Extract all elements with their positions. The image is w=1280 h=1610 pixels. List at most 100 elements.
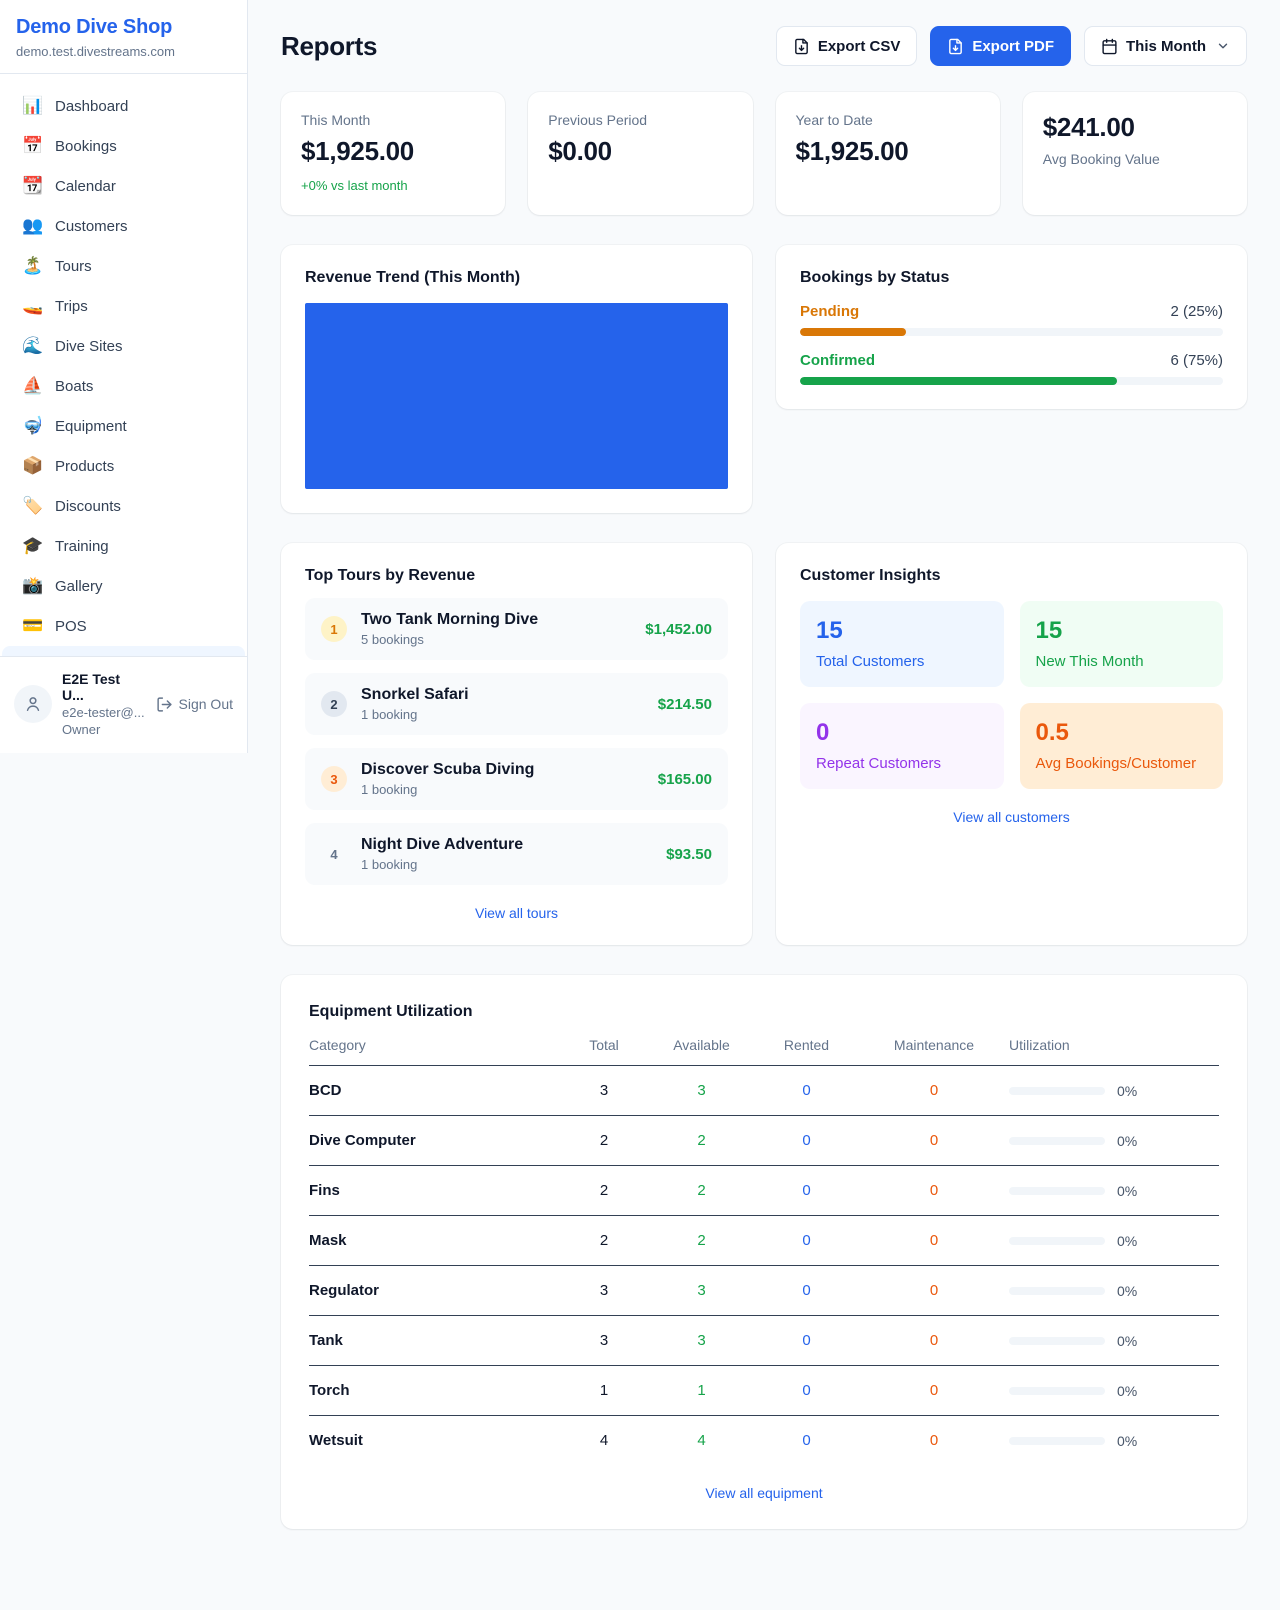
tour-bookings-count: 5 bookings xyxy=(361,632,424,647)
tour-info: Night Dive Adventure 1 booking xyxy=(361,836,652,872)
sidebar-item-boats[interactable]: ⛵ Boats xyxy=(10,366,237,406)
status-label: Pending xyxy=(800,303,860,320)
utilization-percent: 0% xyxy=(1117,1132,1138,1149)
tour-bookings-count: 1 booking xyxy=(361,782,418,797)
sidebar-nav: 📊 Dashboard 📅 Bookings 📆 Calendar 👥 Cust… xyxy=(0,74,247,646)
sidebar-item-label: Discounts xyxy=(55,497,121,515)
sidebar-item-label: Dive Sites xyxy=(55,337,123,355)
file-download-icon xyxy=(794,38,808,54)
equipment-rented: 0 xyxy=(802,1332,811,1349)
tour-bookings-count: 1 booking xyxy=(361,857,418,872)
equipment-rented: 0 xyxy=(802,1382,811,1399)
tour-info: Discover Scuba Diving 1 booking xyxy=(361,761,644,797)
row-divider xyxy=(309,1165,1219,1166)
status-progress-fill xyxy=(800,328,906,336)
equipment-mask-icon: 🤿 xyxy=(22,416,44,435)
column-header-total: Total xyxy=(589,1037,619,1053)
sidebar-item-tours[interactable]: 🏝️ Tours xyxy=(10,246,237,286)
rank-badge: 3 xyxy=(321,766,347,792)
equipment-utilization: 0% xyxy=(1009,1417,1219,1465)
equipment-rented: 0 xyxy=(802,1282,811,1299)
top-tours-card: Top Tours by Revenue 1 Two Tank Morning … xyxy=(281,543,752,945)
row-divider xyxy=(309,1065,1219,1066)
page-header: Reports Export CSV Export PDF xyxy=(281,26,1247,66)
equipment-category: Wetsuit xyxy=(309,1432,363,1449)
insight-tiles: 15 Total Customers 15 New This Month 0 R… xyxy=(800,601,1223,789)
equipment-available: 3 xyxy=(697,1332,706,1349)
sidebar-item-trips[interactable]: 🚤 Trips xyxy=(10,286,237,326)
equipment-utilization: 0% xyxy=(1009,1317,1219,1365)
sidebar-item-label: Dashboard xyxy=(55,97,129,115)
equipment-total: 2 xyxy=(599,1132,609,1149)
bookings-by-status-card: Bookings by Status Pending 2 (25%) Confi… xyxy=(776,245,1247,409)
equipment-utilization: 0% xyxy=(1009,1067,1219,1115)
calendar-icon: 📆 xyxy=(22,176,44,195)
sidebar-item-dashboard[interactable]: 📊 Dashboard xyxy=(10,86,237,126)
sidebar-item-equipment[interactable]: 🤿 Equipment xyxy=(10,406,237,446)
sidebar-item-label: POS xyxy=(55,617,87,635)
tour-row-night-dive-adventure: 4 Night Dive Adventure 1 booking $93.50 xyxy=(305,823,728,885)
column-header-category: Category xyxy=(309,1037,366,1053)
sidebar-item-dive-sites[interactable]: 🌊 Dive Sites xyxy=(10,326,237,366)
insight-label: Avg Bookings/Customer xyxy=(1035,755,1197,772)
insight-label: Total Customers xyxy=(816,653,925,670)
insight-number: 0 xyxy=(816,719,830,746)
sidebar: Demo Dive Shop demo.test.divestreams.com… xyxy=(0,0,248,753)
sidebar-item-products[interactable]: 📦 Products xyxy=(10,446,237,486)
insight-number: 0.5 xyxy=(1035,719,1069,746)
equipment-utilization: 0% xyxy=(1009,1267,1219,1315)
tour-name: Snorkel Safari xyxy=(361,686,469,703)
tour-revenue: $214.50 xyxy=(657,695,712,713)
sidebar-item-discounts[interactable]: 🏷️ Discounts xyxy=(10,486,237,526)
tour-revenue: $93.50 xyxy=(666,845,712,863)
view-all-tours-link[interactable]: View all tours xyxy=(474,905,558,921)
equipment-table: Category Total Available Rented Maintenance U… xyxy=(309,1021,1219,1465)
rank-badge: 1 xyxy=(321,616,347,642)
equipment-maintenance: 0 xyxy=(929,1132,939,1149)
equipment-total: 4 xyxy=(599,1432,609,1449)
equipment-rented: 0 xyxy=(802,1232,811,1249)
view-all-equipment-link[interactable]: View all equipment xyxy=(705,1485,823,1501)
user-icon xyxy=(26,697,40,711)
tour-row-two-tank-morning-dive: 1 Two Tank Morning Dive 5 bookings $1,45… xyxy=(305,598,728,660)
export-pdf-button[interactable]: Export PDF xyxy=(930,26,1072,66)
main-content: Reports Export CSV Export PDF xyxy=(248,0,1280,1569)
pos-card-icon: 💳 xyxy=(22,616,44,635)
sign-out-button[interactable]: Sign Out xyxy=(156,696,233,713)
equipment-maintenance: 0 xyxy=(929,1082,939,1099)
shop-domain: demo.test.divestreams.com xyxy=(16,44,175,59)
equipment-utilization: 0% xyxy=(1009,1217,1219,1265)
sidebar-item-training[interactable]: 🎓 Training xyxy=(10,526,237,566)
header-actions: Export CSV Export PDF This Month xyxy=(775,26,1247,66)
export-csv-button[interactable]: Export CSV xyxy=(775,26,918,66)
sidebar-item-bookings[interactable]: 📅 Bookings xyxy=(10,126,237,166)
sidebar-item-label: Equipment xyxy=(55,417,127,435)
period-dropdown[interactable]: This Month xyxy=(1084,26,1247,66)
utilization-progress-track xyxy=(1009,1436,1105,1445)
tour-name: Night Dive Adventure xyxy=(361,836,524,853)
insight-number: 15 xyxy=(1035,617,1063,644)
utilization-progress-track xyxy=(1009,1186,1105,1195)
row-divider xyxy=(309,1115,1219,1116)
stat-card-previous-period: Previous Period $0.00 xyxy=(528,92,753,215)
tour-name: Two Tank Morning Dive xyxy=(361,611,539,628)
revenue-trend-card: Revenue Trend (This Month) xyxy=(281,245,752,513)
tour-info: Two Tank Morning Dive 5 bookings xyxy=(361,611,631,647)
equipment-utilization-title: Equipment Utilization xyxy=(309,1003,473,1020)
utilization-progress-track xyxy=(1009,1386,1105,1395)
sidebar-item-customers[interactable]: 👥 Customers xyxy=(10,206,237,246)
sidebar-item-gallery[interactable]: 📸 Gallery xyxy=(10,566,237,606)
user-role: Owner xyxy=(62,722,101,737)
view-all-customers-link[interactable]: View all customers xyxy=(953,809,1070,825)
sidebar-item-calendar[interactable]: 📆 Calendar xyxy=(10,166,237,206)
discounts-tag-icon: 🏷️ xyxy=(22,496,44,515)
equipment-available: 2 xyxy=(697,1182,706,1199)
insight-label: New This Month xyxy=(1035,653,1144,670)
tour-name: Discover Scuba Diving xyxy=(361,761,535,778)
sidebar-item-pos[interactable]: 💳 POS xyxy=(10,606,237,646)
sidebar-item-active-partial[interactable] xyxy=(2,646,245,656)
stat-value: $241.00 xyxy=(1042,112,1135,142)
insight-tile-total-customers: 15 Total Customers xyxy=(800,601,1004,687)
tour-row-snorkel-safari: 2 Snorkel Safari 1 booking $214.50 xyxy=(305,673,728,735)
stat-label: Avg Booking Value xyxy=(1042,151,1160,167)
